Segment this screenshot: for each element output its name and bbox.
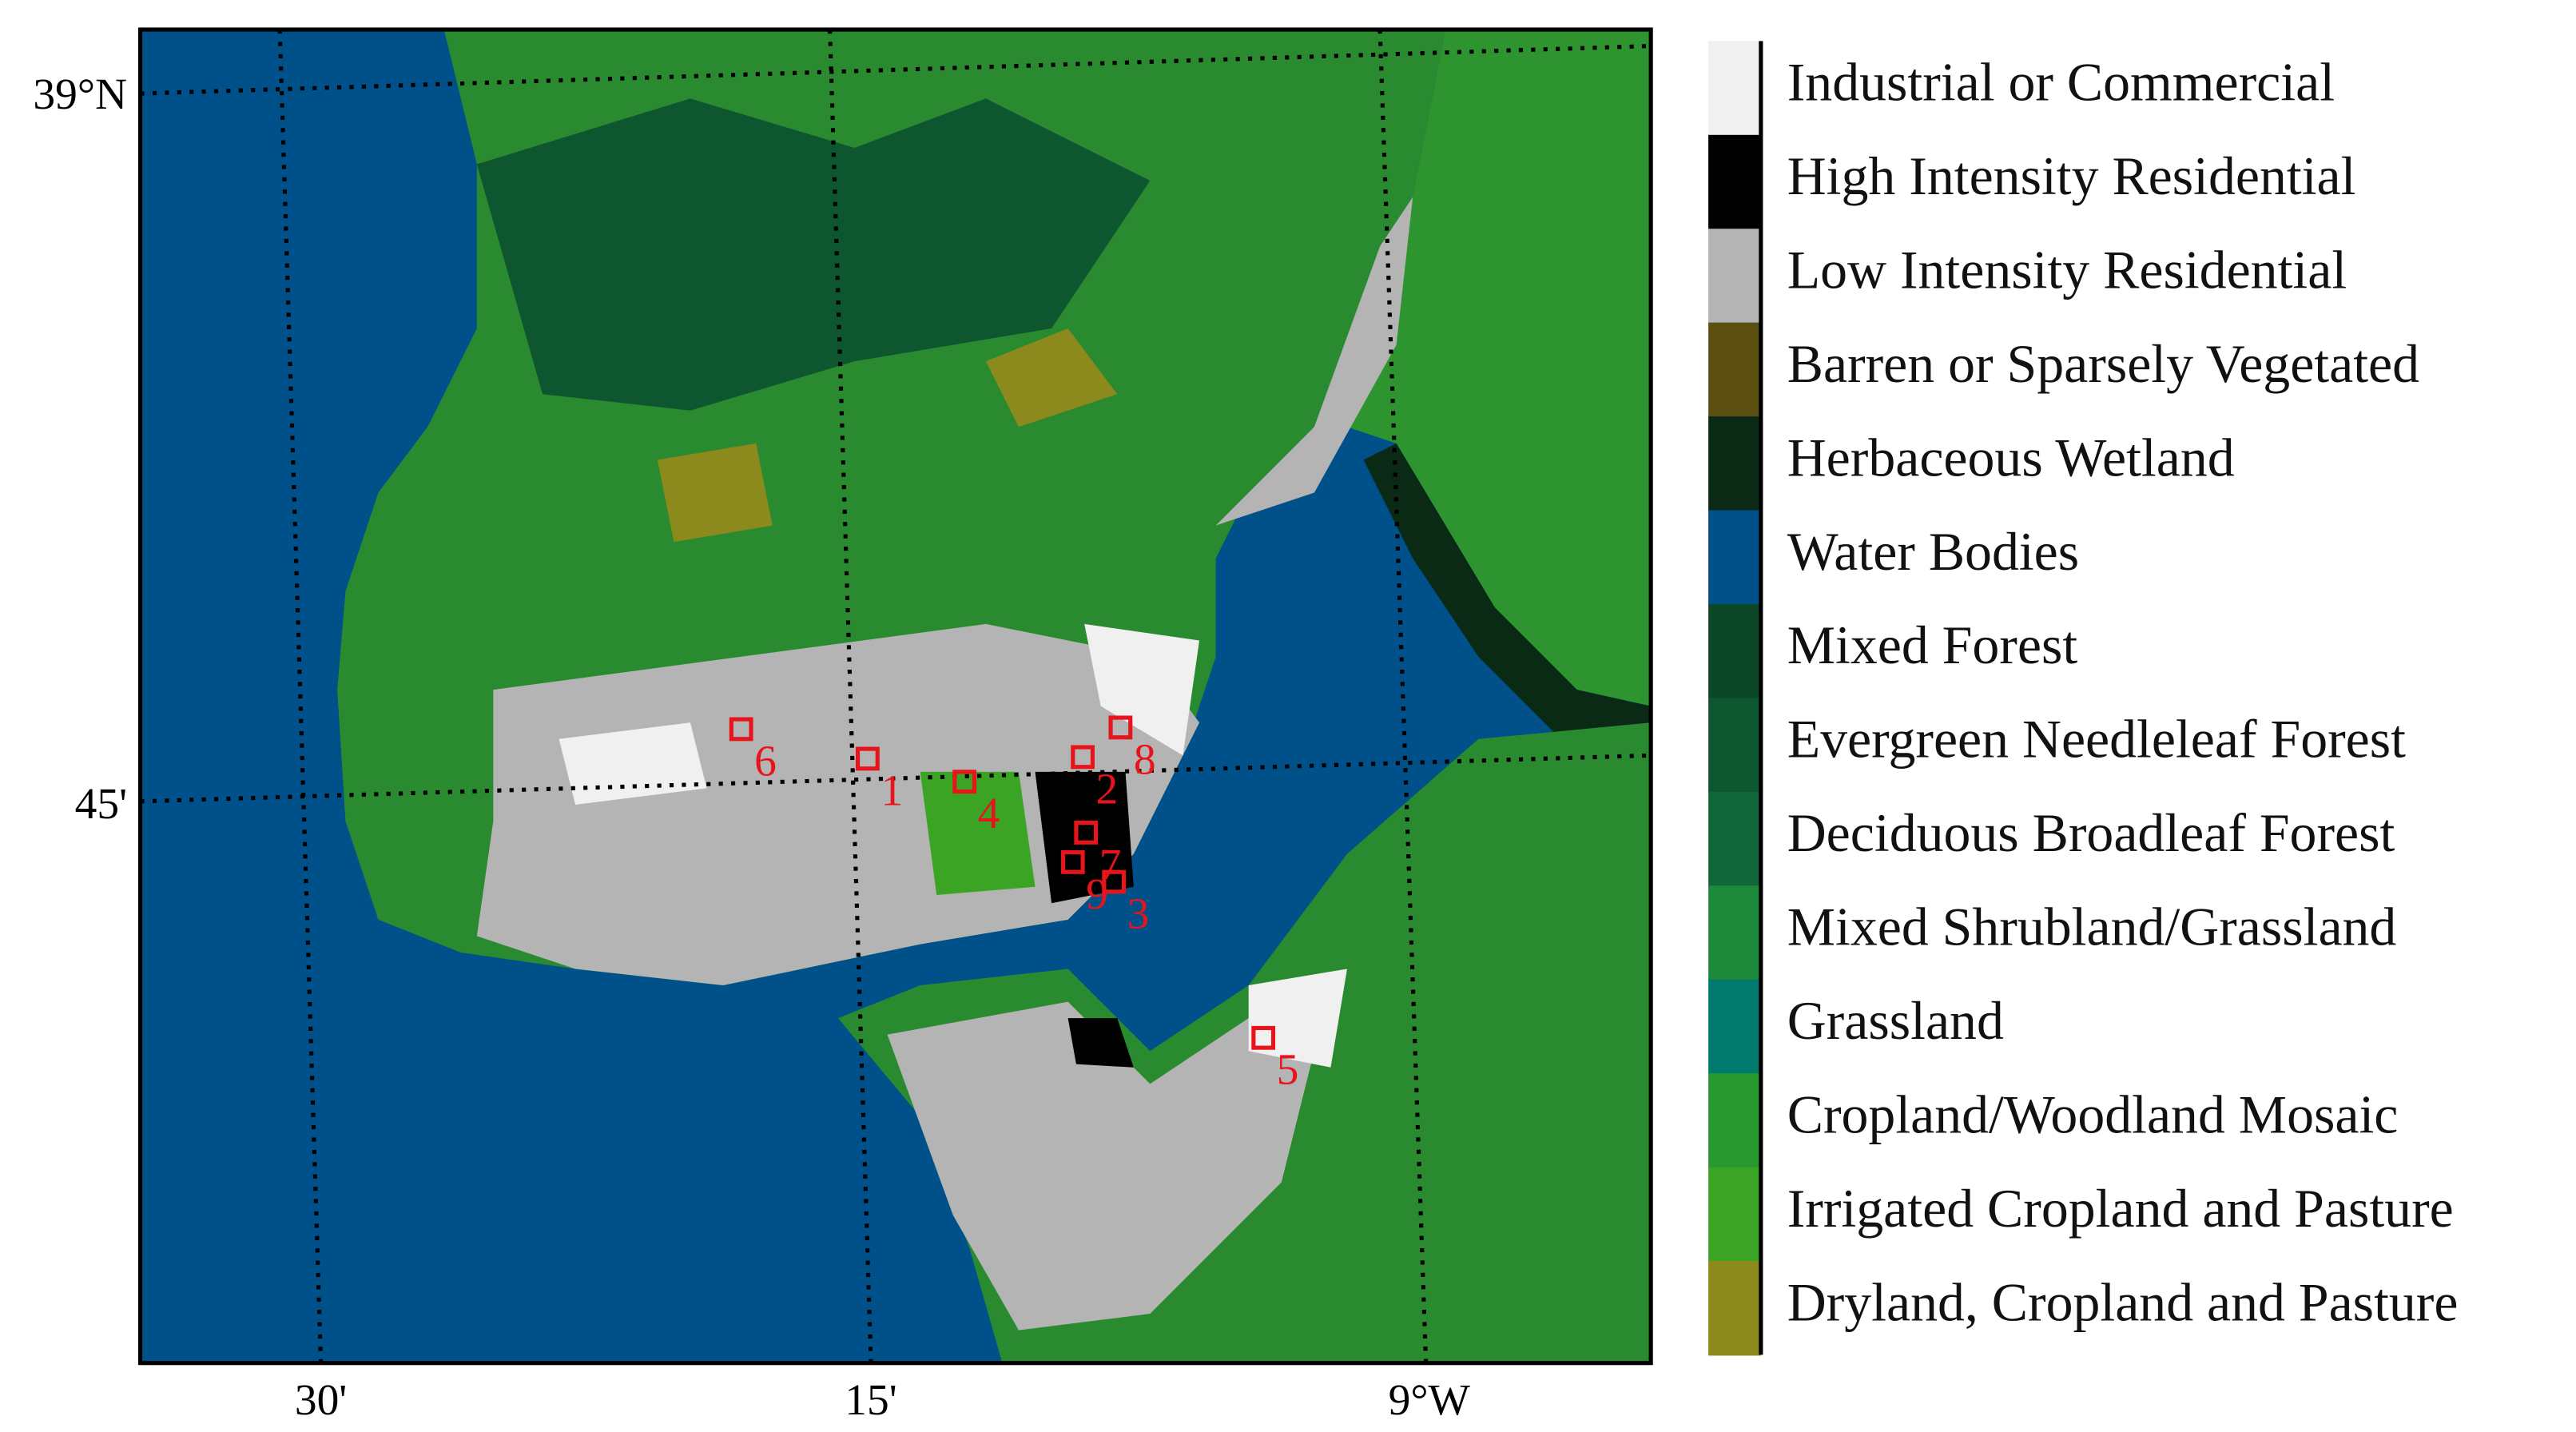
meridian <box>828 29 873 1363</box>
legend-label: High Intensity Residential <box>1787 146 2356 206</box>
site-label: 7 <box>1099 841 1122 889</box>
legend-swatch <box>1708 791 1761 887</box>
site-marker <box>1102 869 1127 894</box>
legend-swatch <box>1708 698 1761 793</box>
legend-swatch <box>1708 1260 1761 1356</box>
legend-label: Grassland <box>1787 991 2004 1051</box>
legend-label: Low Intensity Residential <box>1787 241 2347 300</box>
legend-label: Industrial or Commercial <box>1787 53 2335 113</box>
legend: Industrial or Commercial High Intensity R… <box>1708 41 2459 1356</box>
legend-label: Dryland, Cropland and Pasture <box>1787 1272 2459 1332</box>
urban-south <box>887 1001 1314 1331</box>
legend-label: Deciduous Broadleaf Forest <box>1787 803 2395 863</box>
legend-label: Evergreen Needleleaf Forest <box>1787 710 2406 770</box>
map-frame <box>137 27 1653 1366</box>
lon-label: 30' <box>295 1376 347 1425</box>
site-label: 3 <box>1127 890 1150 939</box>
site-marker <box>952 770 977 794</box>
site-marker <box>1108 715 1133 740</box>
legend-label: Irrigated Cropland and Pasture <box>1787 1179 2454 1239</box>
site-marker <box>856 746 880 771</box>
commercial <box>1084 623 1200 756</box>
meridian <box>277 29 324 1363</box>
urban-river <box>1215 197 1413 526</box>
site-marker <box>1071 745 1095 770</box>
legend-swatch <box>1708 41 1761 136</box>
site-label: 9 <box>1086 870 1108 919</box>
site-label: 4 <box>978 790 1000 838</box>
olive-patch <box>657 443 773 543</box>
legend-label: Barren or Sparsely Vegetated <box>1787 334 2419 394</box>
lon-label: 15' <box>845 1376 896 1425</box>
lon-label: 9°W <box>1389 1376 1471 1425</box>
legend-swatch <box>1708 229 1761 324</box>
east-land <box>1346 29 1652 706</box>
parallel <box>140 753 1652 804</box>
olive-patch <box>985 328 1118 428</box>
legend-swatch <box>1708 1073 1761 1168</box>
residential-south <box>1067 1018 1134 1068</box>
lat-label: 39°N <box>33 70 127 119</box>
map-area <box>140 29 1652 1363</box>
graticule <box>140 29 1652 1363</box>
legend-label: Mixed Shrubland/Grassland <box>1787 897 2397 957</box>
sites: 1 2 3 4 5 6 7 8 9 <box>729 715 1299 1095</box>
irrigated-patch <box>920 771 1036 895</box>
site-label: 5 <box>1277 1046 1299 1095</box>
site-marker <box>1251 1025 1276 1050</box>
legend-swatch <box>1708 322 1761 418</box>
legend-swatch <box>1708 134 1761 230</box>
legend-label: Cropland/Woodland Mosaic <box>1787 1084 2399 1144</box>
site-label: 6 <box>754 737 777 786</box>
urban-north <box>476 623 1200 986</box>
meridian <box>1377 29 1429 1363</box>
legend-label: Mixed Forest <box>1787 615 2078 675</box>
legend-swatch <box>1708 1167 1761 1263</box>
site-label: 1 <box>881 766 903 815</box>
legend-label: Herbaceous Wetland <box>1787 428 2235 487</box>
site-label: 2 <box>1096 765 1119 813</box>
site-label: 8 <box>1134 735 1156 784</box>
wetland-edge <box>1363 443 1652 772</box>
dark-forest <box>476 98 1151 411</box>
site-marker <box>1074 821 1099 845</box>
legend-swatch <box>1708 603 1761 699</box>
legend-swatch <box>1708 885 1761 981</box>
parallel <box>140 43 1652 96</box>
legend-swatch <box>1708 979 1761 1075</box>
site-marker <box>729 717 753 742</box>
lat-label: 45' <box>75 780 127 829</box>
legend-swatch <box>1708 510 1761 605</box>
legend-label: Water Bodies <box>1787 522 2079 582</box>
legend-swatch <box>1708 416 1761 511</box>
site-marker <box>1060 850 1085 874</box>
